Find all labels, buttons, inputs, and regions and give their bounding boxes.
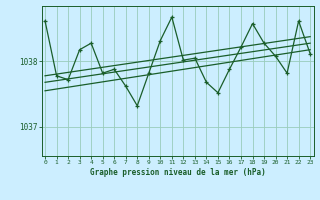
X-axis label: Graphe pression niveau de la mer (hPa): Graphe pression niveau de la mer (hPa) (90, 168, 266, 177)
